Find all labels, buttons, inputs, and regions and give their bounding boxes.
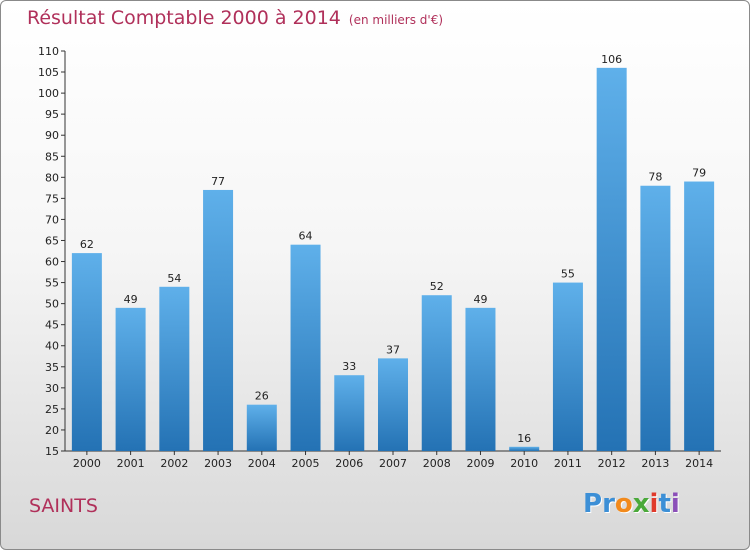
y-tick-label: 15 [45,445,59,458]
bar-value-label: 77 [211,175,225,188]
chart-title-text: Résultat Comptable 2000 à 2014 [27,7,341,29]
y-tick-label: 65 [45,234,59,247]
bar [378,358,408,451]
x-tick-label: 2013 [641,457,669,470]
y-tick-label: 35 [45,361,59,374]
brand-letter: o [614,489,633,519]
bar [71,253,102,451]
bar [115,307,146,451]
bar-value-label: 16 [517,432,531,445]
brand-letter: x [632,489,650,519]
x-tick-label: 2004 [248,457,276,470]
x-tick-label: 2010 [510,457,538,470]
y-tick-label: 20 [45,424,59,437]
x-tick-label: 2005 [292,457,320,470]
y-tick-label: 90 [45,129,59,142]
bar [290,244,321,451]
y-tick-label: 75 [45,192,59,205]
bar [203,189,234,451]
bar-value-label: 49 [124,293,138,306]
x-tick-label: 2012 [598,457,626,470]
y-tick-label: 40 [45,340,59,353]
bar-value-label: 106 [601,53,622,66]
y-tick-label: 60 [45,256,59,269]
y-tick-label: 70 [45,213,59,226]
y-tick-label: 100 [38,87,59,100]
bar [552,282,583,451]
y-tick-label: 110 [38,45,59,58]
bar [640,185,671,451]
bar [334,375,365,451]
y-tick-label: 30 [45,382,59,395]
x-tick-label: 2003 [204,457,232,470]
x-tick-label: 2008 [423,457,451,470]
x-tick-label: 2011 [554,457,582,470]
bar-value-label: 52 [430,280,444,293]
bar-value-label: 33 [342,360,356,373]
bar [421,295,452,451]
bar-value-label: 79 [692,167,706,180]
x-tick-label: 2009 [466,457,494,470]
y-tick-label: 55 [45,277,59,290]
bar [159,286,190,451]
bar-value-label: 62 [80,238,94,251]
y-tick-label: 50 [45,298,59,311]
bar [465,307,496,451]
bar [684,181,715,452]
y-tick-label: 25 [45,403,59,416]
brand-letter: P [583,489,603,519]
bar [246,404,277,451]
y-tick-label: 85 [45,150,59,163]
x-tick-label: 2006 [335,457,363,470]
bar [596,67,627,451]
y-tick-label: 80 [45,171,59,184]
x-tick-label: 2000 [73,457,101,470]
y-tick-label: 95 [45,108,59,121]
bar-value-label: 54 [167,272,181,285]
proxiti-logo[interactable]: Proxiti [583,489,680,519]
bar-value-label: 26 [255,390,269,403]
x-tick-label: 2001 [117,457,145,470]
brand-letter: i [649,489,659,519]
y-tick-label: 105 [38,66,59,79]
bar [509,446,540,451]
bar-value-label: 78 [648,171,662,184]
bar-value-label: 64 [299,230,313,243]
x-tick-label: 2002 [160,457,188,470]
brand-letter: i [670,489,680,519]
bar-value-label: 55 [561,268,575,281]
bar-value-label: 37 [386,343,400,356]
brand-letter: r [602,489,615,519]
x-tick-label: 2014 [685,457,713,470]
chart-subtitle: (en milliers d'€) [348,13,444,27]
y-tick-label: 45 [45,319,59,332]
x-tick-label: 2007 [379,457,407,470]
chart-title: Résultat Comptable 2000 à 2014 (en millie… [27,7,443,29]
commune-name: SAINTS [29,495,98,517]
bar-value-label: 49 [473,293,487,306]
brand-letter: t [658,489,671,519]
